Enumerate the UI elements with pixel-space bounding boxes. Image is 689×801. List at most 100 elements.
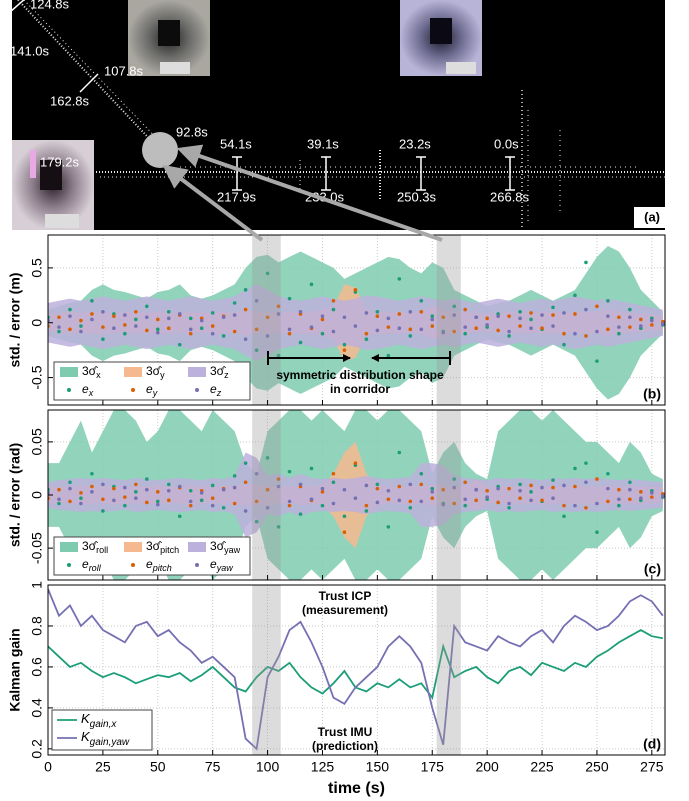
error-point xyxy=(496,486,500,491)
error-point xyxy=(474,315,478,320)
legend-name: 3σ̂ xyxy=(82,539,98,553)
time-label: 107.8s xyxy=(104,63,144,78)
error-point xyxy=(79,496,83,500)
error-point xyxy=(353,496,358,500)
link-arrows xyxy=(162,144,443,242)
error-point xyxy=(419,482,424,487)
error-point xyxy=(595,304,599,309)
error-point xyxy=(606,314,610,318)
error-point xyxy=(320,486,325,491)
error-point xyxy=(551,496,555,500)
error-point xyxy=(485,495,489,499)
error-point xyxy=(452,304,457,309)
error-point xyxy=(123,503,127,508)
error-point xyxy=(507,501,511,506)
error-point xyxy=(408,499,413,504)
legend-box xyxy=(53,361,251,401)
error-point xyxy=(90,490,94,494)
error-point xyxy=(309,282,314,287)
time-markers xyxy=(9,0,515,191)
error-point xyxy=(199,491,204,495)
x-tick-label: 175 xyxy=(421,759,445,775)
error-point xyxy=(584,260,588,265)
error-point xyxy=(254,519,259,524)
error-point xyxy=(90,299,94,303)
x-tick-label: 200 xyxy=(475,759,499,775)
legend-label: 3σ̂y xyxy=(146,364,165,380)
error-point xyxy=(57,329,61,334)
legend-label: ex xyxy=(82,382,94,398)
error-point xyxy=(507,329,511,334)
highlight-span xyxy=(252,235,281,405)
error-point xyxy=(463,480,467,485)
error-point xyxy=(463,325,467,329)
error-point xyxy=(617,325,621,329)
plot-frame xyxy=(47,234,666,406)
error-point xyxy=(474,326,478,331)
error-point xyxy=(430,490,435,494)
y-tick-label: 0.05 xyxy=(29,428,45,455)
error-point xyxy=(68,327,72,332)
error-point xyxy=(287,469,292,474)
error-point xyxy=(364,331,369,336)
legend-name: e xyxy=(82,557,89,571)
legend-label: 3σ̂z xyxy=(210,364,229,380)
error-point xyxy=(68,314,72,318)
error-point xyxy=(57,501,61,506)
error-point xyxy=(441,315,446,320)
error-point xyxy=(331,307,336,312)
error-point xyxy=(79,501,83,506)
legend-label: eroll xyxy=(82,557,102,573)
error-point xyxy=(320,331,325,336)
error-point xyxy=(265,315,270,320)
legend-name: 3σ̂ xyxy=(210,364,226,378)
error-point xyxy=(584,480,588,485)
time-label: 39.1s xyxy=(307,136,339,151)
error-point xyxy=(375,314,380,318)
error-point xyxy=(57,497,61,502)
error-point xyxy=(562,503,566,508)
error-point xyxy=(68,307,72,312)
error-point xyxy=(650,323,654,327)
error-point xyxy=(529,326,533,331)
error-point xyxy=(364,337,369,341)
error-point xyxy=(134,496,138,500)
error-point xyxy=(79,329,83,334)
error-point xyxy=(463,497,467,502)
error-point xyxy=(101,325,105,329)
error-point xyxy=(188,331,193,336)
error-point xyxy=(342,530,347,534)
error-point xyxy=(287,499,292,504)
y-axis-title: Kalman gain xyxy=(7,628,23,711)
error-point xyxy=(177,484,182,489)
error-point xyxy=(408,482,413,487)
error-point xyxy=(331,299,336,303)
time-label: 54.1s xyxy=(220,136,252,151)
legend-name: 3σ̂ xyxy=(210,539,226,553)
error-point xyxy=(540,313,544,317)
error-point xyxy=(309,466,314,471)
error-point xyxy=(386,325,391,329)
x-tick-label: 75 xyxy=(205,759,221,775)
x-tick-label: 275 xyxy=(640,759,664,775)
point-cloud xyxy=(17,0,665,230)
error-point xyxy=(123,323,127,327)
error-point xyxy=(529,311,533,315)
error-point xyxy=(628,480,632,485)
error-point xyxy=(540,485,544,490)
time-label: 217.9s xyxy=(217,189,257,204)
annotation: Trust IMU xyxy=(318,725,373,739)
error-point xyxy=(265,505,270,510)
error-point xyxy=(243,288,248,292)
error-point xyxy=(57,315,61,320)
error-point xyxy=(57,325,61,329)
error-point xyxy=(364,503,369,508)
error-point xyxy=(298,309,303,314)
error-point xyxy=(155,502,160,507)
error-point xyxy=(79,324,83,328)
error-point xyxy=(254,471,259,476)
legend-subscript: roll xyxy=(89,563,102,573)
error-point xyxy=(134,309,138,314)
error-point xyxy=(529,483,533,488)
